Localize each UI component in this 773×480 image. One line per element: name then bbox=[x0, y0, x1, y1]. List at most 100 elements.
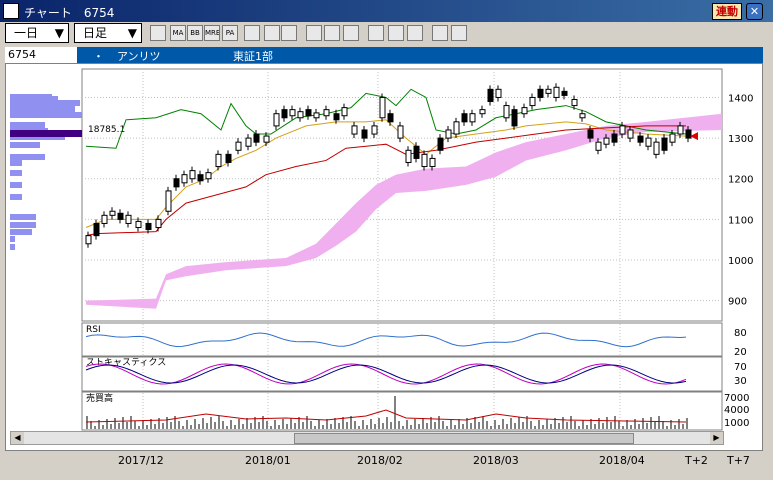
volume-bar bbox=[686, 418, 688, 429]
cursor-icon[interactable] bbox=[388, 25, 404, 41]
price-tick-label: 900 bbox=[728, 297, 747, 308]
scroll-right-icon[interactable]: ▶ bbox=[710, 432, 723, 444]
volume-bar bbox=[466, 418, 468, 429]
scroll-left-icon[interactable]: ◀ bbox=[11, 432, 24, 444]
volume-bar bbox=[190, 425, 192, 429]
volume-bar bbox=[634, 419, 636, 429]
date-axis-label: T+7 bbox=[727, 454, 750, 467]
bars-icon[interactable] bbox=[343, 25, 359, 41]
trend-icon[interactable] bbox=[264, 25, 280, 41]
volume-bar bbox=[150, 419, 152, 429]
volume-bar bbox=[638, 424, 640, 429]
volume-bar bbox=[382, 423, 384, 429]
price-tick-label: 1100 bbox=[728, 215, 753, 226]
volume-bar bbox=[306, 416, 308, 429]
volume-bar bbox=[242, 424, 244, 429]
window-titlebar: チャート 6754 連動 ✕ bbox=[0, 0, 773, 22]
volume-bar bbox=[366, 425, 368, 429]
scroll-thumb[interactable] bbox=[294, 433, 634, 444]
rsi-tick-label: 80 bbox=[734, 328, 747, 339]
chart-area[interactable]: 1400 1300 1200 1100 1000 900 18785.1 RSI 80 20 ストキ… bbox=[5, 63, 763, 451]
volume-bar bbox=[402, 426, 404, 429]
candlestick bbox=[553, 86, 560, 98]
volume-bar bbox=[334, 418, 336, 429]
rsi-label: RSI bbox=[86, 325, 101, 335]
volume-bar bbox=[642, 418, 644, 429]
volume-profile-bar bbox=[10, 142, 40, 148]
candlestick bbox=[545, 88, 552, 94]
fibonacci-icon[interactable] bbox=[451, 25, 467, 41]
volume-bar bbox=[438, 416, 440, 429]
volume-profile-bar bbox=[10, 112, 82, 118]
volume-bar bbox=[390, 422, 392, 429]
volume-bar bbox=[222, 421, 224, 429]
candlestick bbox=[109, 210, 116, 216]
volume-bar bbox=[198, 424, 200, 429]
candlestick bbox=[313, 112, 320, 119]
candlestick bbox=[619, 125, 626, 135]
volume-bar bbox=[594, 424, 596, 429]
volume-bar bbox=[174, 416, 176, 429]
candlestick bbox=[253, 133, 260, 143]
volume-bar bbox=[582, 420, 584, 429]
mre-icon[interactable]: MRE bbox=[204, 25, 220, 41]
candlestick bbox=[85, 235, 92, 245]
zoom-icon[interactable] bbox=[306, 25, 322, 41]
candlestick bbox=[495, 88, 502, 98]
candlestick bbox=[155, 218, 162, 229]
candlestick bbox=[405, 149, 412, 163]
candlestick bbox=[323, 109, 330, 117]
volume-bar bbox=[674, 425, 676, 429]
volume-bar bbox=[378, 418, 380, 429]
volume-bar bbox=[630, 425, 632, 429]
candlestick bbox=[297, 111, 304, 119]
volume-bar bbox=[122, 417, 124, 429]
volume-bar bbox=[662, 421, 664, 429]
volume-profile-bar bbox=[10, 100, 80, 106]
volume-bar bbox=[618, 421, 620, 429]
volume-bar bbox=[622, 426, 624, 429]
candlestick bbox=[537, 88, 544, 98]
eraser-icon[interactable] bbox=[407, 25, 423, 41]
volume-bar bbox=[482, 416, 484, 429]
candlestick bbox=[611, 133, 618, 143]
zoom-reset-icon[interactable] bbox=[324, 25, 340, 41]
volume-bar bbox=[110, 424, 112, 429]
volume-bar bbox=[506, 424, 508, 429]
candlestick bbox=[93, 222, 100, 237]
volume-bar bbox=[462, 424, 464, 429]
horizontal-scrollbar[interactable]: ◀ ▶ bbox=[10, 431, 724, 445]
volume-tick-label: 7000 bbox=[724, 393, 749, 404]
volume-bar bbox=[250, 423, 252, 429]
chart-type-icon[interactable] bbox=[150, 25, 166, 41]
pa-icon[interactable]: PA bbox=[222, 25, 238, 41]
line-icon[interactable] bbox=[244, 25, 260, 41]
ma-icon[interactable]: MA bbox=[170, 25, 186, 41]
volume-bar bbox=[578, 426, 580, 429]
bollinger-icon[interactable]: BB bbox=[187, 25, 203, 41]
candlestick bbox=[145, 222, 152, 231]
close-icon[interactable]: ✕ bbox=[746, 3, 763, 20]
date-axis-label: 2018/01 bbox=[245, 454, 291, 467]
pen-icon[interactable] bbox=[368, 25, 384, 41]
period-select[interactable]: 一日 ▼ bbox=[5, 23, 69, 43]
market-name: 東証1部 bbox=[233, 50, 273, 63]
date-axis-label: T+2 bbox=[685, 454, 708, 467]
link-button[interactable]: 連動 bbox=[712, 3, 742, 20]
volume-bar bbox=[130, 416, 132, 429]
candlestick bbox=[273, 113, 280, 127]
volume-bar bbox=[554, 418, 556, 429]
settings-icon[interactable] bbox=[432, 25, 448, 41]
spread-icon[interactable] bbox=[281, 25, 297, 41]
candlestick bbox=[387, 113, 394, 123]
volume-bar bbox=[170, 422, 172, 429]
volume-bar bbox=[278, 425, 280, 429]
volume-bar bbox=[318, 420, 320, 429]
interval-select[interactable]: 日足 ▼ bbox=[74, 23, 142, 43]
volume-bar bbox=[342, 417, 344, 429]
volume-bar bbox=[246, 418, 248, 429]
volume-bar bbox=[310, 421, 312, 429]
volume-bar bbox=[214, 422, 216, 429]
candlestick bbox=[225, 153, 232, 163]
volume-profile-bar bbox=[10, 154, 45, 160]
